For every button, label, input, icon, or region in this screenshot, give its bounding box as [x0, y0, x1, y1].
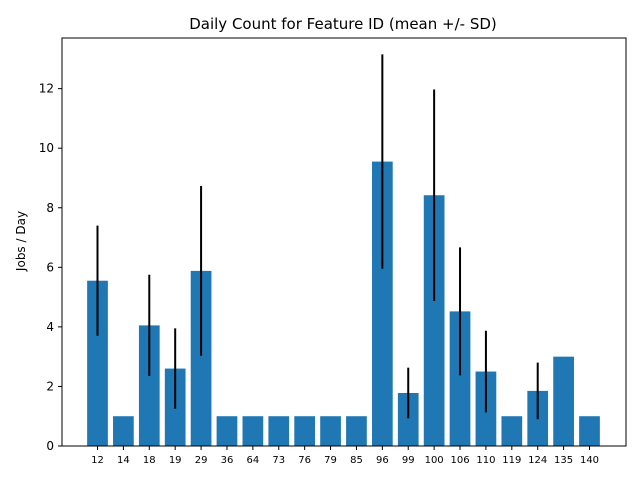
- bar-99: [397, 392, 419, 446]
- x-tick-label-135: 135: [554, 455, 573, 466]
- bar-73: [268, 416, 290, 446]
- bar-85: [346, 416, 367, 446]
- error-bars-group: [96, 54, 539, 420]
- x-tick-label-29: 29: [195, 455, 208, 466]
- bar-100: [423, 195, 445, 446]
- y-tick-label-4: 4: [46, 320, 54, 334]
- x-tick-label-100: 100: [425, 455, 444, 466]
- y-tick-label-2: 2: [46, 379, 54, 393]
- y-tick-label-12: 12: [39, 82, 54, 96]
- x-tick-label-64: 64: [247, 455, 260, 466]
- bar-64: [242, 416, 264, 446]
- bars-group: [87, 161, 600, 446]
- y-tick-label-8: 8: [46, 201, 54, 215]
- y-axis-ticks: 0 2 4 6 8 10 12: [39, 82, 62, 453]
- x-tick-label-119: 119: [502, 455, 521, 466]
- bar-36: [216, 416, 238, 446]
- x-tick-label-140: 140: [580, 455, 599, 466]
- x-tick-label-18: 18: [143, 455, 156, 466]
- x-tick-label-12: 12: [91, 455, 104, 466]
- x-axis-ticks: 12 14 18 19 29 36 64 73 76 79 85 96 99 100 106 110 119 12…: [91, 446, 599, 466]
- x-tick-label-99: 99: [402, 455, 415, 466]
- x-tick-label-19: 19: [169, 455, 182, 466]
- bar-140: [579, 416, 600, 446]
- bar-18: [138, 325, 160, 446]
- x-tick-label-106: 106: [450, 455, 469, 466]
- y-axis-label: Jobs / Day: [14, 211, 28, 272]
- x-tick-label-76: 76: [298, 455, 311, 466]
- x-tick-label-79: 79: [324, 455, 337, 466]
- bar-96: [371, 161, 393, 446]
- bar-76: [294, 416, 316, 446]
- x-tick-label-73: 73: [272, 455, 285, 466]
- bar-29: [190, 270, 212, 446]
- x-tick-label-124: 124: [528, 455, 547, 466]
- bar-14: [113, 416, 134, 446]
- y-tick-label-0: 0: [46, 439, 54, 453]
- y-tick-label-6: 6: [46, 260, 54, 274]
- x-tick-label-110: 110: [476, 455, 495, 466]
- x-tick-label-14: 14: [117, 455, 130, 466]
- x-tick-label-96: 96: [376, 455, 389, 466]
- y-tick-label-10: 10: [39, 141, 54, 155]
- bar-79: [320, 416, 341, 446]
- x-tick-label-36: 36: [221, 455, 234, 466]
- bar-119: [501, 416, 523, 446]
- bar-106: [449, 311, 471, 446]
- x-tick-label-85: 85: [350, 455, 363, 466]
- bar-12: [87, 280, 108, 446]
- bar-135: [553, 356, 574, 446]
- plot-frame: [61, 37, 627, 447]
- chart-title: Daily Count for Feature ID (mean +/- SD): [189, 15, 497, 33]
